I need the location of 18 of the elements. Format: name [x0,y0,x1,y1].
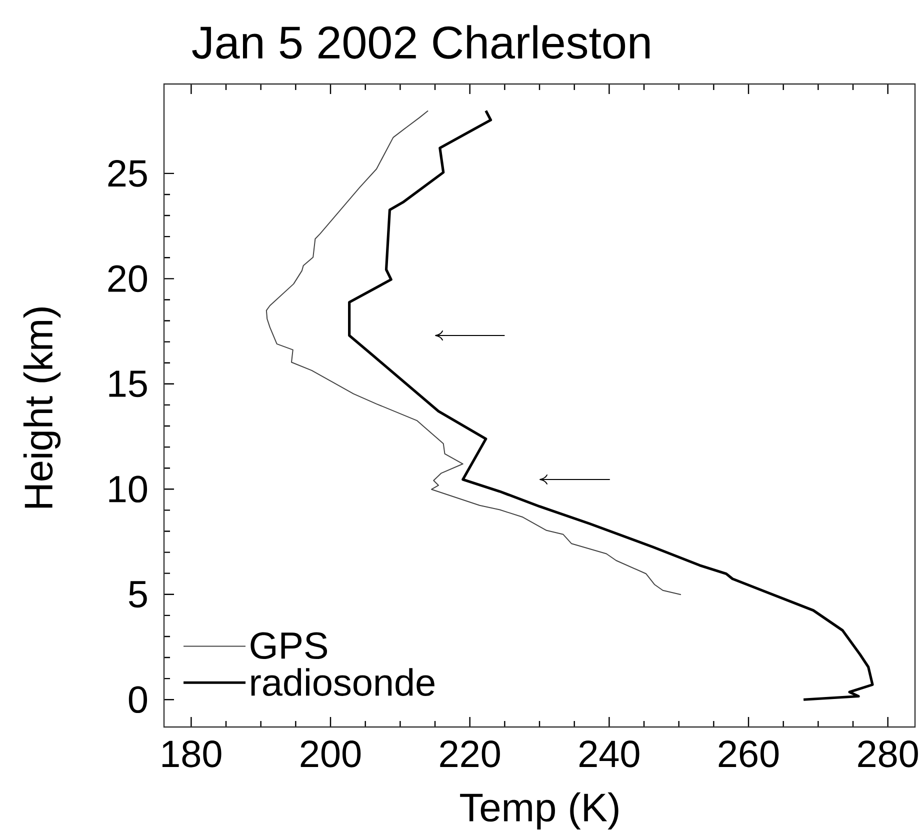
y-axis-title: Height (km) [23,308,61,508]
legend-label: radiosonde [251,668,434,696]
y-tick-label: 10 [109,476,148,503]
x-tick-label: 220 [440,740,500,768]
x-tick-label: 260 [718,740,779,768]
y-tick-label: 15 [109,370,147,398]
y-tick-label: 0 [128,686,148,714]
line-series [266,110,682,596]
y-tick-label: 5 [128,581,147,608]
y-tick-label: 25 [108,160,147,187]
x-tick-label: 200 [300,740,361,768]
legend-label: GPS [250,632,328,660]
x-tick-label: 240 [580,740,640,768]
x-axis-title: Temp (K) [460,792,618,830]
chart-title: Jan 5 2002 Charleston [192,25,650,59]
x-tick-label: 180 [162,740,222,768]
y-tick-label: 20 [108,265,148,292]
x-tick-label: 280 [858,740,918,768]
